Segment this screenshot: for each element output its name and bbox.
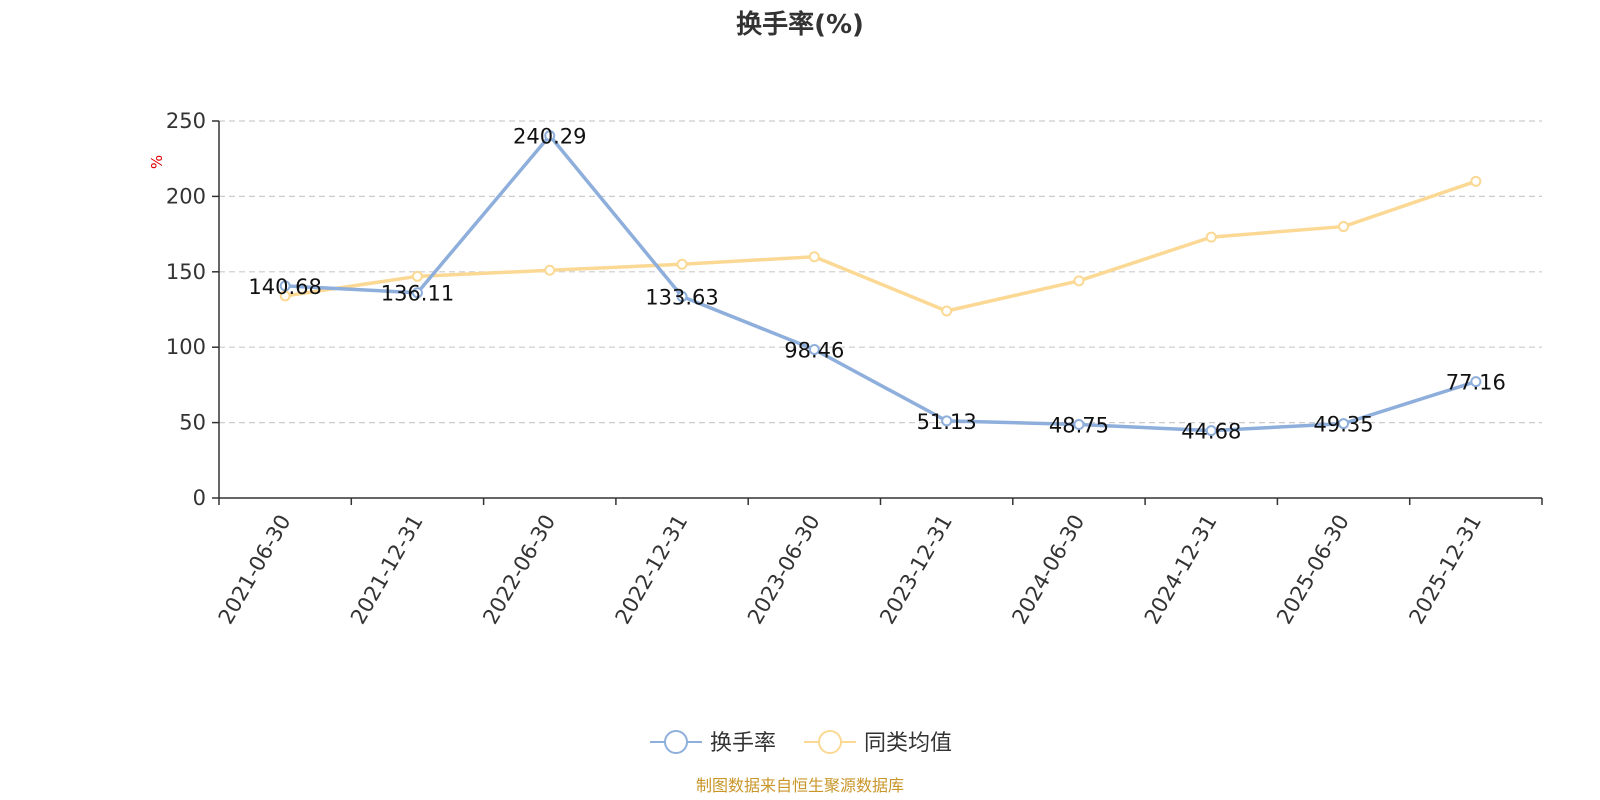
data-point — [279, 280, 291, 292]
y-tick-label: 150 — [166, 260, 206, 284]
legend-label: 换手率 — [710, 731, 776, 756]
data-label: 44.68 — [1181, 420, 1241, 444]
source-note: 制图数据来自恒生聚源数据库 — [696, 776, 904, 795]
x-tick-label: 2025-12-31 — [1404, 511, 1486, 629]
data-point — [411, 287, 423, 299]
data-point — [544, 130, 556, 142]
data-label: 140.68 — [248, 275, 321, 299]
data-point — [1338, 418, 1350, 430]
data-label: 48.75 — [1049, 413, 1109, 437]
y-tick-label: 0 — [193, 486, 206, 510]
data-label: 133.63 — [645, 285, 718, 309]
legend-label: 同类均值 — [864, 731, 952, 756]
x-tick-label: 2024-06-30 — [1007, 511, 1089, 629]
legend-marker — [664, 730, 688, 754]
data-point — [941, 415, 953, 427]
x-tick-label: 2024-12-31 — [1140, 511, 1222, 629]
data-label: 136.11 — [381, 282, 454, 306]
data-label: 98.46 — [784, 339, 844, 363]
legend: 换手率 同类均值 — [650, 730, 952, 756]
data-point — [808, 344, 820, 356]
data-point — [1470, 376, 1482, 388]
series-lines — [279, 130, 1482, 437]
x-tick-label: 2021-12-31 — [346, 511, 428, 629]
data-point — [1338, 221, 1350, 233]
data-point — [279, 290, 291, 302]
axes: 0 50 100 150 200 250 2021-06-30 2021-12-31 2022-… — [166, 109, 1543, 629]
data-point — [1205, 231, 1217, 243]
gridlines — [219, 120, 1542, 424]
data-point — [1073, 418, 1085, 430]
legend-item-peer-average[interactable]: 同类均值 — [804, 730, 952, 756]
data-label: 240.29 — [513, 125, 586, 149]
legend-item-turnover[interactable]: 换手率 — [650, 730, 776, 756]
x-tick-label: 2022-12-31 — [611, 511, 693, 629]
chart-title: 换手率(%) — [736, 9, 864, 40]
x-tick-label: 2025-06-30 — [1272, 511, 1354, 629]
data-label: 77.16 — [1446, 371, 1506, 395]
x-tick-label: 2021-06-30 — [214, 511, 296, 629]
data-point — [1073, 275, 1085, 287]
x-tick-label: 2023-06-30 — [743, 511, 825, 629]
y-tick-label: 200 — [166, 184, 206, 208]
y-axis-unit-label: % — [148, 155, 166, 169]
y-tick-label: 250 — [166, 109, 206, 133]
data-point — [676, 258, 688, 270]
data-point — [941, 305, 953, 317]
data-point — [676, 290, 688, 302]
data-point — [808, 251, 820, 263]
x-tick-label: 2022-06-30 — [478, 511, 560, 629]
x-tick-label: 2023-12-31 — [875, 511, 957, 629]
y-tick-label: 50 — [179, 411, 206, 435]
legend-marker — [818, 730, 842, 754]
data-labels: 140.68 136.11 240.29 133.63 98.46 51.13 48.75 4… — [248, 125, 1506, 444]
data-point — [1205, 425, 1217, 437]
data-label: 49.35 — [1313, 413, 1373, 437]
data-point — [1470, 175, 1482, 187]
data-point — [544, 264, 556, 276]
series-line-peer-average — [284, 179, 1477, 313]
data-point — [411, 270, 423, 282]
y-tick-label: 100 — [166, 335, 206, 359]
series-line-turnover — [285, 133, 1477, 433]
data-label: 51.13 — [917, 410, 977, 434]
